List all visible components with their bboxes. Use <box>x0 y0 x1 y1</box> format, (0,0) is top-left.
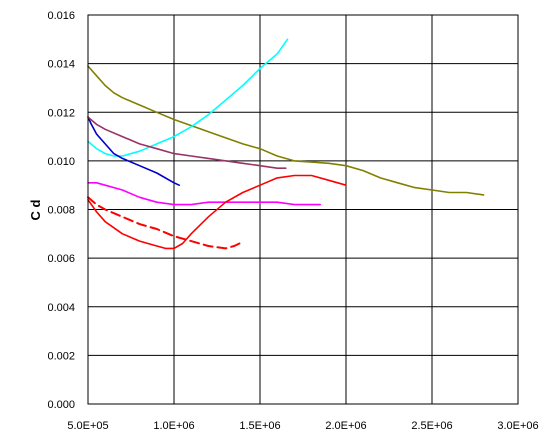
y-tick-label-8: 0.016 <box>47 10 75 22</box>
y-tick-label-5: 0.010 <box>47 156 75 168</box>
x-tick-label-1: 1.0E+06 <box>153 420 194 432</box>
x-tick-label-3: 2.0E+06 <box>325 420 366 432</box>
y-tick-label-3: 0.006 <box>47 253 75 265</box>
y-tick-label-4: 0.008 <box>47 205 75 217</box>
series-line-0 <box>87 65 485 196</box>
x-tick-labels: 5.0E+05 1.0E+06 1.5E+06 2.0E+06 2.5E+06 3.0E+… <box>67 420 538 432</box>
series-line-1 <box>87 38 289 157</box>
x-tick-label-5: 3.0E+06 <box>497 420 538 432</box>
x-tick-label-4: 2.5E+06 <box>411 420 452 432</box>
series-lines <box>87 38 485 250</box>
y-tick-label-6: 0.012 <box>47 107 75 119</box>
y-tick-labels: 0.000 0.002 0.004 0.006 0.008 0.010 0.012 0.014… <box>47 10 75 411</box>
series-line-6 <box>87 196 241 250</box>
y-tick-label-0: 0.000 <box>47 399 75 411</box>
y-tick-label-7: 0.014 <box>47 59 75 71</box>
x-tick-label-2: 1.5E+06 <box>239 420 280 432</box>
y-axis-title: C d <box>28 199 43 220</box>
series-line-5 <box>87 174 347 250</box>
series-line-2 <box>87 116 180 186</box>
y-tick-label-2: 0.004 <box>47 302 75 314</box>
y-tick-label-1: 0.002 <box>47 350 75 362</box>
series-line-4 <box>87 182 322 206</box>
x-tick-label-0: 5.0E+05 <box>67 420 108 432</box>
series-line-3 <box>87 116 287 169</box>
plot-area-border <box>87 14 519 405</box>
